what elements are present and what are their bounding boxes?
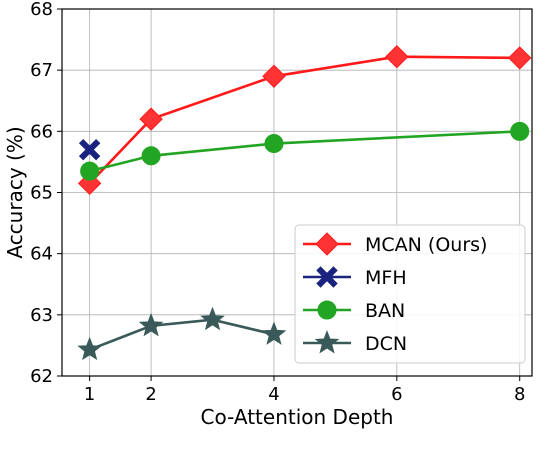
- data-point-x: [78, 138, 101, 161]
- y-axis-label: Accuracy (%): [3, 126, 27, 258]
- legend-marker: [316, 266, 338, 288]
- data-point-star: [77, 336, 102, 361]
- series-layer: [77, 45, 532, 361]
- y-tick-label: 64: [30, 244, 53, 265]
- x-tick-label: 1: [84, 384, 95, 405]
- legend-entry: BAN: [303, 300, 405, 322]
- series-dcn: [77, 306, 287, 361]
- data-point-diamond: [262, 64, 286, 88]
- data-point-diamond: [139, 107, 163, 131]
- legend-entry: MFH: [303, 266, 407, 289]
- series-mfh: [78, 138, 101, 161]
- x-axis-label: Co-Attention Depth: [201, 405, 394, 429]
- legend-marker: [315, 232, 339, 256]
- legend-marker: [314, 330, 340, 354]
- series-mcan-ours: [77, 45, 532, 196]
- y-tick-label: 65: [30, 183, 53, 204]
- x-tick-label: 2: [145, 384, 156, 405]
- series-ban: [80, 121, 530, 181]
- legend-label: MCAN (Ours): [365, 234, 487, 256]
- legend-entry: MCAN (Ours): [303, 232, 487, 256]
- x-tick-label: 8: [514, 384, 525, 405]
- data-point-circle: [264, 134, 284, 154]
- legend-label: DCN: [365, 333, 407, 355]
- data-point-star: [200, 306, 225, 331]
- x-tick-label: 6: [391, 384, 402, 405]
- legend-label: BAN: [365, 300, 405, 322]
- series-line: [89, 130, 520, 173]
- data-point-diamond: [508, 46, 532, 70]
- data-point-star: [138, 312, 164, 337]
- y-tick-label: 68: [30, 0, 53, 20]
- legend-marker: [317, 300, 337, 320]
- data-point-circle: [80, 161, 100, 181]
- data-point-star: [261, 321, 287, 345]
- y-tick-label: 63: [30, 305, 53, 326]
- legend-label: MFH: [365, 267, 407, 289]
- y-tick-label: 66: [30, 121, 53, 142]
- legend-entry: DCN: [303, 330, 407, 355]
- data-point-circle: [510, 121, 530, 141]
- data-point-diamond: [385, 45, 409, 69]
- y-tick-label: 62: [30, 366, 53, 387]
- y-tick-label: 67: [30, 60, 53, 81]
- series-line: [89, 318, 275, 351]
- data-point-circle: [141, 146, 161, 166]
- legend: MCAN (Ours) MFH BAN DCN: [294, 224, 526, 364]
- legend-box: [294, 224, 526, 364]
- x-tick-label: 4: [268, 384, 279, 405]
